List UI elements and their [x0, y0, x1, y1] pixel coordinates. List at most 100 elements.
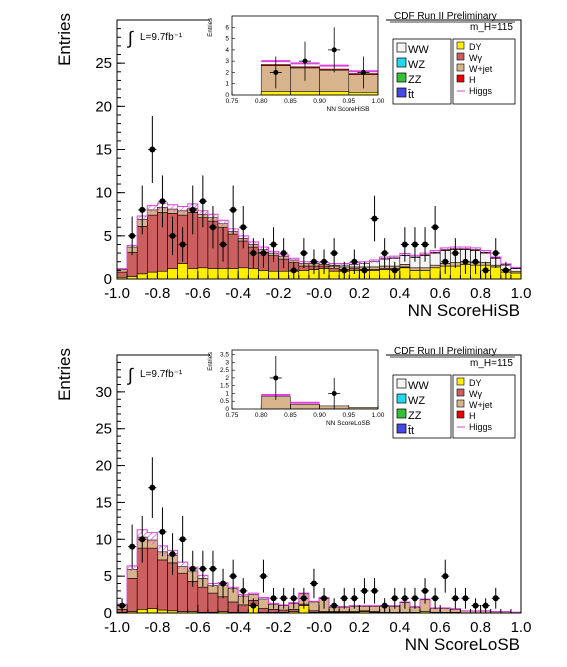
x-tick-label: -0.6	[185, 285, 211, 302]
inset-y-tick-label: 0	[225, 406, 229, 413]
data-point	[270, 595, 277, 602]
inset-x-tick-label: 0.85	[284, 412, 297, 419]
inset-data-point	[302, 58, 308, 64]
hist-bar-wjet	[308, 601, 320, 612]
data-point	[331, 602, 338, 609]
mass-label: m_H=115	[470, 358, 513, 369]
uncertainty-band	[288, 258, 299, 262]
hist-bar-wjet	[369, 606, 380, 612]
data-point	[422, 587, 429, 594]
data-point	[482, 602, 489, 609]
data-point	[401, 595, 408, 602]
data-point	[169, 232, 176, 239]
x-tick-label: 0.8	[470, 619, 491, 636]
hist-bar-w	[258, 608, 269, 613]
y-tick-label: 20	[95, 458, 112, 475]
inset-hist-bar	[290, 91, 320, 96]
x-tick-label: 0.4	[389, 285, 410, 302]
hist-bar-w	[268, 609, 279, 613]
data-point	[149, 484, 156, 491]
hist-bar-dy	[369, 270, 380, 280]
x-tick-label: 1.0	[511, 285, 532, 302]
inset-frame	[231, 15, 379, 96]
data-point	[230, 206, 237, 213]
data-point	[189, 565, 196, 572]
data-point	[321, 595, 328, 602]
data-point	[189, 206, 196, 213]
hist-bar-wjet	[399, 264, 411, 268]
x-tick-label: 0.2	[349, 285, 370, 302]
legend-swatch	[456, 74, 465, 83]
inset-background	[210, 344, 386, 433]
hist-bar-w	[116, 271, 128, 278]
data-point	[310, 580, 317, 587]
uncertainty-band	[248, 593, 259, 596]
legend-label: DY	[469, 378, 482, 388]
legend-swatch	[396, 408, 407, 419]
hist-bar-dy	[187, 268, 199, 280]
hist-bar-dy	[157, 270, 168, 280]
inset-data-point	[273, 69, 279, 75]
y-tick-label: 25	[95, 421, 112, 438]
hist-bar-ww	[510, 268, 522, 272]
data-point	[351, 258, 358, 265]
legend-label: ZZ	[408, 74, 422, 86]
inset-y-tick-label: 2.5	[220, 367, 229, 374]
y-tick-label: 5	[104, 228, 112, 245]
hist-bar-dy	[429, 267, 441, 280]
uncertainty-band	[177, 206, 188, 214]
hist-bar-w	[147, 214, 158, 273]
hist-bar-wjet	[429, 264, 441, 269]
data-point	[139, 536, 146, 543]
legend-label: Higgs	[469, 422, 493, 432]
data-point	[169, 551, 176, 558]
uncertainty-band	[430, 250, 441, 254]
inset-data-point	[273, 375, 279, 381]
legend-label: H	[469, 411, 476, 421]
x-tick-label: -0.6	[185, 619, 211, 636]
hist-bar-dy	[177, 263, 189, 280]
banner-text: CDF Run II Preliminary	[394, 346, 497, 357]
uncertainty-band	[117, 268, 128, 271]
y-tick-label: 5	[104, 568, 112, 585]
data-point	[452, 595, 459, 602]
legend-swatch	[456, 52, 465, 61]
higgs-signal-line	[117, 202, 521, 270]
uncertainty-band	[440, 247, 451, 251]
lumi-label: L=9.7fb⁻¹	[140, 369, 183, 380]
legend-label: DY	[469, 42, 482, 52]
inset-frame	[231, 349, 379, 410]
hist-bar-dy	[207, 268, 219, 280]
uncertainty-band	[359, 605, 370, 607]
data-point	[280, 595, 287, 602]
data-point	[270, 241, 277, 248]
x-tick-label: -0.4	[225, 285, 251, 302]
data-point	[290, 595, 297, 602]
legend-swatch	[396, 42, 407, 53]
inset-data-point	[331, 47, 337, 53]
inset-x-tick-label: 0.90	[313, 412, 326, 419]
inset-x-tick-label: 0.95	[342, 98, 355, 105]
hist-bar-wjet	[258, 598, 269, 609]
hist-bar-wjet	[439, 608, 451, 613]
hist-bar-dy	[409, 270, 421, 280]
uncertainty-band	[308, 601, 319, 603]
data-point	[462, 595, 469, 602]
hist-bar-w	[237, 604, 249, 613]
legend-swatch	[456, 377, 465, 386]
x-tick-label: -0.0	[306, 285, 332, 302]
hist-bar-wjet	[419, 267, 431, 271]
inset-x-tick-label: 0.80	[255, 412, 268, 419]
data-point	[391, 595, 398, 602]
data-point	[361, 267, 368, 274]
uncertainty-band	[127, 565, 138, 572]
banner-text: CDF Run II Preliminary	[394, 11, 497, 22]
hist-bar-dy	[419, 270, 431, 280]
hist-bar-w	[227, 601, 239, 613]
legend-swatch	[396, 393, 407, 404]
legend-swatch	[396, 87, 407, 98]
y-tick-label: 15	[95, 494, 112, 511]
mass-label: m_H=115	[470, 22, 513, 33]
data-point	[260, 250, 267, 257]
hist-bar-dy	[490, 266, 502, 280]
